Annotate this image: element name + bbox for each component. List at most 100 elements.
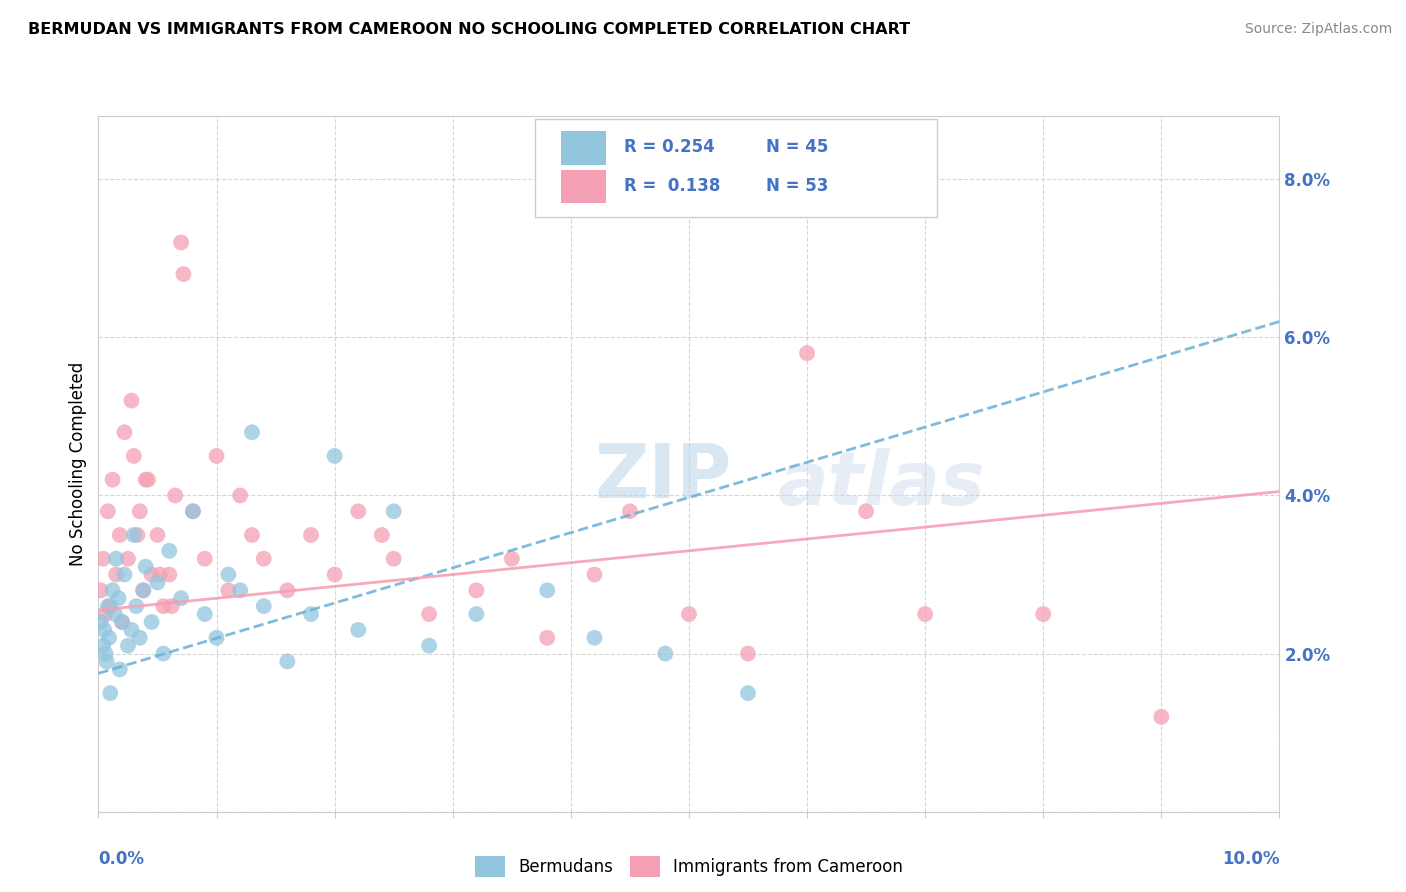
Point: [121, 393, 143, 408]
Point: [194, 607, 217, 621]
Point: [108, 662, 131, 676]
Text: N = 45: N = 45: [766, 138, 828, 156]
Point: [276, 583, 298, 598]
Point: [122, 528, 145, 542]
Point: [128, 631, 150, 645]
Point: [146, 575, 169, 590]
Text: R = 0.254: R = 0.254: [624, 138, 714, 156]
Point: [229, 488, 252, 502]
Point: [107, 591, 129, 606]
Point: [299, 528, 322, 542]
Point: [1150, 710, 1173, 724]
Legend: Bermudans, Immigrants from Cameroon: Bermudans, Immigrants from Cameroon: [468, 850, 910, 883]
Text: BERMUDAN VS IMMIGRANTS FROM CAMEROON NO SCHOOLING COMPLETED CORRELATION CHART: BERMUDAN VS IMMIGRANTS FROM CAMEROON NO …: [28, 22, 910, 37]
Point: [583, 567, 606, 582]
Point: [112, 567, 135, 582]
Bar: [561, 131, 606, 165]
Point: [105, 551, 128, 566]
Point: [253, 551, 276, 566]
Point: [418, 607, 440, 621]
Point: [737, 686, 759, 700]
Point: [170, 591, 193, 606]
Point: [583, 631, 606, 645]
Point: [152, 647, 174, 661]
Point: [501, 551, 523, 566]
Point: [135, 473, 157, 487]
Point: [170, 235, 193, 250]
Point: [97, 504, 120, 518]
Point: [93, 623, 115, 637]
Point: [111, 615, 134, 629]
Point: [125, 599, 148, 614]
Point: [172, 267, 194, 281]
Point: [181, 504, 204, 518]
Point: [299, 607, 322, 621]
Point: [914, 607, 936, 621]
Point: [127, 528, 149, 542]
Point: [128, 504, 150, 518]
Point: [105, 567, 128, 582]
Point: [141, 615, 163, 629]
Point: [157, 544, 180, 558]
Point: [98, 631, 121, 645]
Point: [323, 449, 346, 463]
Text: N = 53: N = 53: [766, 177, 828, 194]
Point: [240, 528, 263, 542]
Point: [619, 504, 641, 518]
Point: [465, 583, 488, 598]
Point: [323, 567, 346, 582]
Point: [94, 647, 117, 661]
Point: [117, 551, 139, 566]
Point: [146, 528, 169, 542]
Point: [117, 639, 139, 653]
Point: [160, 599, 183, 614]
Point: [157, 567, 180, 582]
Text: 10.0%: 10.0%: [1222, 850, 1279, 868]
Point: [108, 528, 131, 542]
Point: [91, 639, 114, 653]
Point: [101, 473, 124, 487]
Point: [194, 551, 217, 566]
Point: [382, 504, 405, 518]
Point: [149, 567, 172, 582]
Text: atlas: atlas: [778, 448, 986, 521]
Point: [796, 346, 818, 360]
Point: [91, 551, 114, 566]
Bar: [561, 169, 606, 203]
Point: [98, 599, 121, 614]
Point: [90, 615, 112, 629]
Point: [205, 449, 228, 463]
Point: [90, 583, 112, 598]
Point: [536, 583, 558, 598]
Point: [217, 583, 239, 598]
Point: [347, 504, 370, 518]
Point: [276, 655, 298, 669]
Text: Source: ZipAtlas.com: Source: ZipAtlas.com: [1244, 22, 1392, 37]
Point: [104, 607, 127, 621]
Point: [536, 631, 558, 645]
Y-axis label: No Schooling Completed: No Schooling Completed: [69, 362, 87, 566]
Point: [98, 686, 121, 700]
Point: [678, 607, 700, 621]
Point: [135, 559, 157, 574]
Point: [217, 567, 239, 582]
FancyBboxPatch shape: [536, 120, 936, 217]
Point: [101, 583, 124, 598]
Point: [205, 631, 228, 645]
Point: [141, 567, 163, 582]
Point: [132, 583, 155, 598]
Point: [136, 473, 159, 487]
Point: [737, 647, 759, 661]
Point: [1032, 607, 1054, 621]
Point: [240, 425, 263, 440]
Point: [96, 655, 118, 669]
Point: [347, 623, 370, 637]
Point: [229, 583, 252, 598]
Point: [121, 623, 143, 637]
Point: [97, 599, 120, 614]
Point: [94, 607, 117, 621]
Point: [418, 639, 440, 653]
Text: ZIP: ZIP: [595, 442, 731, 515]
Point: [111, 615, 134, 629]
Point: [132, 583, 155, 598]
